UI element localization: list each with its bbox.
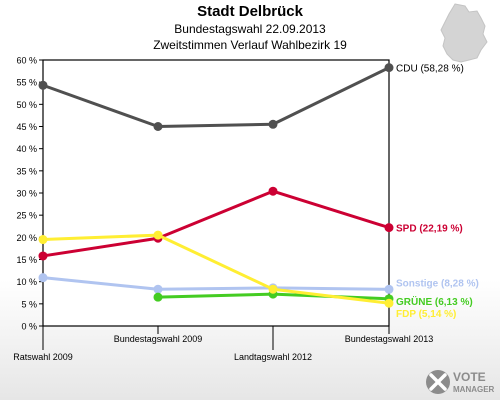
y-tick-label: 25 % (16, 211, 37, 221)
series-label-sonstige: Sonstige (8,28 %) (396, 278, 479, 289)
y-tick-label: 20 % (16, 233, 37, 243)
y-tick-label: 10 % (16, 277, 37, 287)
chart-subtitle-secondary: Zweitstimmen Verlauf Wahlbezirk 19 (153, 38, 347, 52)
y-tick-label: 15 % (16, 255, 37, 265)
data-point-spd (268, 186, 278, 196)
y-tick-label: 60 % (16, 56, 37, 66)
series-line-fdp (42, 233, 390, 305)
germany-map-icon (440, 3, 488, 63)
series-line-cdu (42, 66, 390, 128)
chart-subtitle: Bundestagswahl 22.09.2013 (174, 22, 326, 36)
chart-title: Stadt Delbrück (197, 3, 303, 20)
data-point-cdu (384, 63, 394, 73)
series-line-spd (42, 189, 390, 258)
data-point-fdp (384, 298, 394, 308)
y-tick-label: 55 % (16, 78, 37, 88)
data-point-fdp (268, 284, 278, 294)
data-point-cdu (268, 119, 278, 129)
plot-area (42, 59, 390, 327)
data-point-cdu (38, 80, 48, 90)
data-point-fdp (38, 235, 48, 245)
x-tick-label: Landtagswahl 2012 (234, 352, 312, 362)
data-point-cdu (153, 122, 163, 131)
data-point-sonstige (384, 284, 394, 294)
vote-x-icon (426, 370, 450, 394)
data-point-spd (384, 223, 394, 233)
y-tick-label: 40 % (16, 144, 37, 154)
data-point-spd (38, 251, 48, 261)
series-label-gr-ne: GRÜNE (6,13 %) (396, 295, 473, 308)
vote-manager-logo: VOTE MANAGER (426, 370, 495, 394)
series-line-sonstige (42, 276, 390, 291)
data-point-sonstige (38, 273, 48, 283)
y-tick-label: 5 % (21, 299, 37, 309)
logo-vote-text: VOTE (453, 370, 486, 384)
data-point-sonstige (153, 284, 163, 294)
logo-manager-text: MANAGER (453, 385, 495, 394)
series-label-spd: SPD (22,19 %) (396, 224, 463, 235)
y-tick-label: 30 % (16, 189, 37, 199)
y-tick-label: 35 % (16, 166, 37, 176)
x-tick-label: Ratswahl 2009 (13, 352, 73, 362)
x-tick-label: Bundestagswahl 2009 (114, 334, 203, 344)
y-tick-label: 45 % (16, 122, 37, 132)
data-point-fdp (153, 230, 163, 240)
y-tick-label: 50 % (16, 100, 37, 110)
series-label-fdp: FDP (5,14 %) (396, 309, 456, 320)
series-label-cdu: CDU (58,28 %) (396, 64, 464, 75)
data-point-gr-ne (153, 292, 163, 302)
x-tick-label: Bundestagswahl 2013 (345, 334, 434, 344)
y-tick-label: 0 % (21, 322, 37, 332)
